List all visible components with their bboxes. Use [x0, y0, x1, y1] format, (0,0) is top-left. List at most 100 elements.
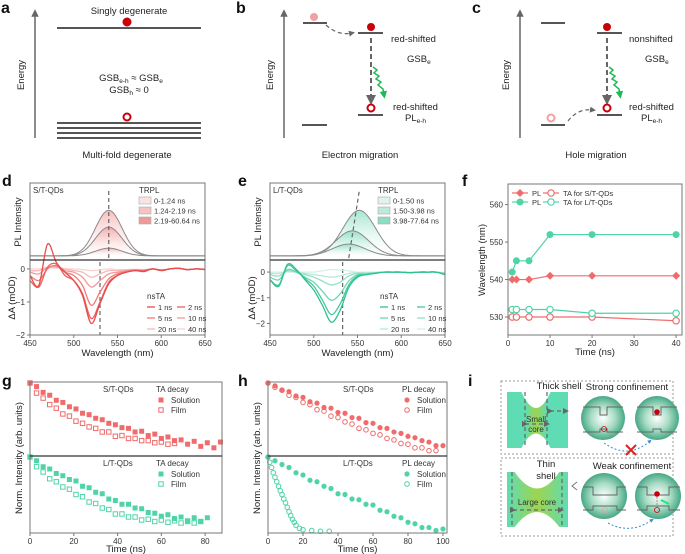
open-square-marker	[178, 520, 184, 526]
x-tick-label: 20	[299, 537, 308, 546]
circle-marker	[356, 415, 362, 421]
trpl-legend-swatch	[138, 196, 152, 205]
y-axis-label: Norm. Intensity (arb. units)	[252, 402, 263, 514]
open-circle-marker	[266, 459, 273, 466]
panel-caption: Electron migration	[322, 150, 399, 161]
square-marker	[165, 512, 171, 518]
open-square-marker	[79, 494, 86, 500]
migrating-hole-icon	[546, 113, 556, 123]
open-circle-marker	[300, 526, 306, 533]
square-marker	[60, 399, 66, 405]
energy-axis-label: Energy	[16, 60, 27, 90]
square-marker	[158, 513, 164, 519]
circle-marker	[349, 496, 355, 502]
trpl-legend-swatch	[377, 216, 391, 225]
weak-confinement-title: Weak confinement	[593, 461, 672, 472]
x-axis-label: Time (ns)	[338, 544, 378, 554]
open-circle-marker	[672, 316, 680, 325]
square-marker	[119, 501, 125, 507]
square-marker	[66, 477, 72, 482]
open-square-marker	[53, 405, 59, 411]
open-square-marker	[92, 500, 99, 507]
large-core-label: Large core	[518, 498, 557, 507]
open-circle-marker	[525, 313, 533, 321]
open-circle-marker	[284, 504, 291, 511]
gsb-equation-2: GSBh ≈ 0	[109, 85, 148, 97]
panel-b: b Energy red-shifted GSBe red-shifted PL…	[236, 0, 438, 161]
x-tick-label: 30	[630, 339, 639, 348]
circle-marker	[356, 497, 362, 503]
nsta-legend-label: 10 ns	[188, 314, 207, 323]
square-marker	[152, 431, 158, 437]
panel-label-b: b	[236, 0, 246, 17]
thin-shell-structure	[507, 471, 578, 528]
square-marker	[80, 410, 86, 416]
square-marker	[132, 429, 138, 435]
square-marker	[198, 519, 204, 524]
plot-frame	[29, 381, 223, 534]
thin-shell-label-1: Thin	[537, 459, 555, 470]
open-circle-marker	[512, 305, 521, 314]
open-circle-marker	[275, 483, 282, 490]
open-circle-marker	[547, 189, 555, 197]
circle-marker	[279, 461, 285, 468]
hole-icon	[366, 103, 376, 113]
square-marker	[86, 485, 92, 491]
square-marker	[178, 514, 184, 520]
circle-marker	[391, 429, 397, 435]
circle-marker	[335, 409, 341, 416]
gsb-equation-1: GSBe-h ≈ GSBe	[99, 73, 163, 85]
open-square-marker	[106, 506, 112, 513]
circle-marker	[391, 513, 397, 519]
nsta-legend-label: 1 ns	[158, 303, 172, 312]
open-circle-marker	[370, 430, 376, 437]
pl-y-axis-label: PL Intensity	[13, 197, 24, 247]
legend-label: Film	[171, 406, 186, 415]
open-square-marker	[106, 429, 112, 435]
circle-marker	[546, 231, 554, 239]
x-axis-label: Time (ns)	[575, 347, 615, 358]
circle-marker	[419, 438, 425, 444]
x-tick-label: 10	[546, 339, 555, 348]
trpl-legend-label: 1.24-2.19 ns	[154, 207, 196, 216]
nsta-legend-label: 40 ns	[188, 325, 207, 334]
electron-icon	[603, 23, 611, 31]
square-marker	[145, 433, 151, 439]
square-marker	[132, 505, 138, 511]
x-tick-label: 650	[198, 339, 212, 348]
multi-fold-levels	[57, 122, 201, 139]
circle-marker	[307, 477, 313, 483]
open-square-marker	[73, 418, 79, 424]
hole-icon	[602, 103, 612, 113]
diamond-marker	[546, 271, 555, 280]
open-square-marker	[33, 390, 40, 396]
small-core-label-2: core	[528, 425, 544, 434]
panel-label-g: g	[2, 373, 12, 390]
circle-marker	[412, 435, 418, 441]
open-square-marker	[145, 516, 151, 522]
singly-degenerate-label: Singly degenerate	[91, 6, 168, 17]
square-marker	[191, 515, 197, 521]
square-marker	[152, 510, 158, 516]
circle-marker	[525, 257, 533, 265]
trpl-legend-swatch	[138, 216, 152, 225]
pl-curve	[270, 243, 445, 257]
open-square-marker	[66, 486, 73, 492]
open-circle-marker	[335, 414, 341, 421]
square-marker	[60, 473, 66, 479]
open-circle-marker	[279, 387, 285, 394]
square-marker	[126, 501, 132, 507]
diamond-marker	[672, 271, 681, 280]
circle-marker	[440, 443, 446, 449]
circle-marker	[363, 420, 369, 426]
y-axis-label: Norm. Intensity (arb. units)	[14, 402, 25, 514]
y-tick-label: 0	[21, 265, 26, 274]
square-marker	[119, 425, 125, 431]
open-circle-marker	[349, 421, 355, 427]
x-axis-label: Time (ns)	[106, 544, 146, 554]
open-circle-marker	[546, 305, 554, 314]
y-axis-label: Wavelength (nm)	[477, 224, 488, 296]
strong-confinement-dot-1	[581, 396, 625, 440]
x-tick-label: 40	[334, 537, 343, 546]
